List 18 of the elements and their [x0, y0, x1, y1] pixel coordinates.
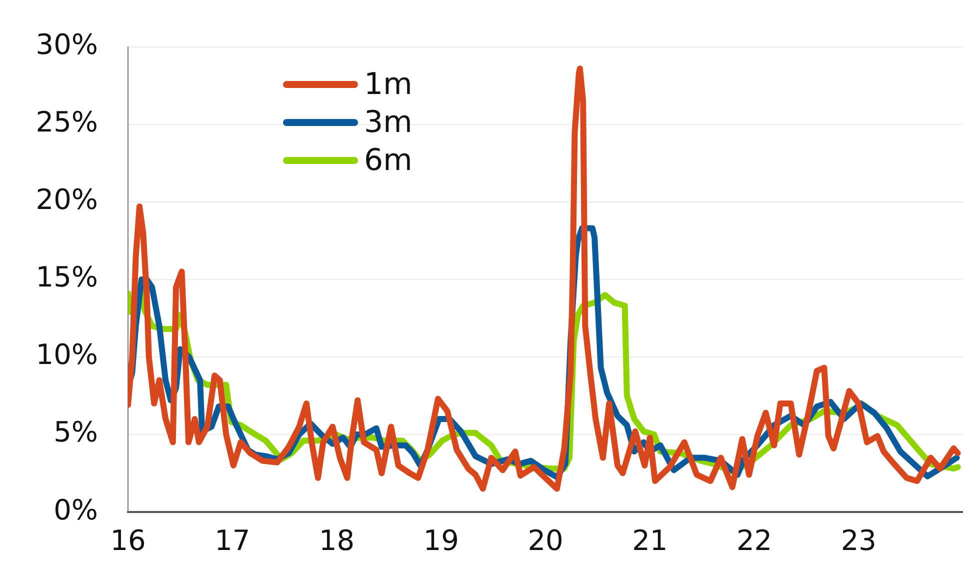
x-tick-label: 16 [110, 524, 146, 558]
x-tick-label: 20 [528, 524, 564, 558]
x-tick-label: 21 [632, 524, 668, 558]
y-tick-label: 10% [36, 338, 98, 372]
y-tick-label: 25% [36, 106, 98, 139]
y-tick-label: 0% [54, 493, 98, 526]
legend-label: 3m [364, 104, 412, 140]
y-tick-label: 20% [36, 183, 98, 216]
y-tick-label: 5% [54, 416, 98, 449]
x-tick-label: 18 [318, 524, 355, 558]
y-tick-label: 15% [36, 260, 98, 294]
legend-label: 6m [364, 142, 412, 178]
x-tick-label: 23 [840, 524, 876, 558]
y-tick-label: 30% [36, 28, 98, 62]
x-tick-label: 17 [214, 524, 250, 558]
x-tick-label: 19 [423, 524, 459, 558]
legend-label: 1m [364, 66, 412, 102]
x-tick-label: 22 [736, 524, 772, 558]
